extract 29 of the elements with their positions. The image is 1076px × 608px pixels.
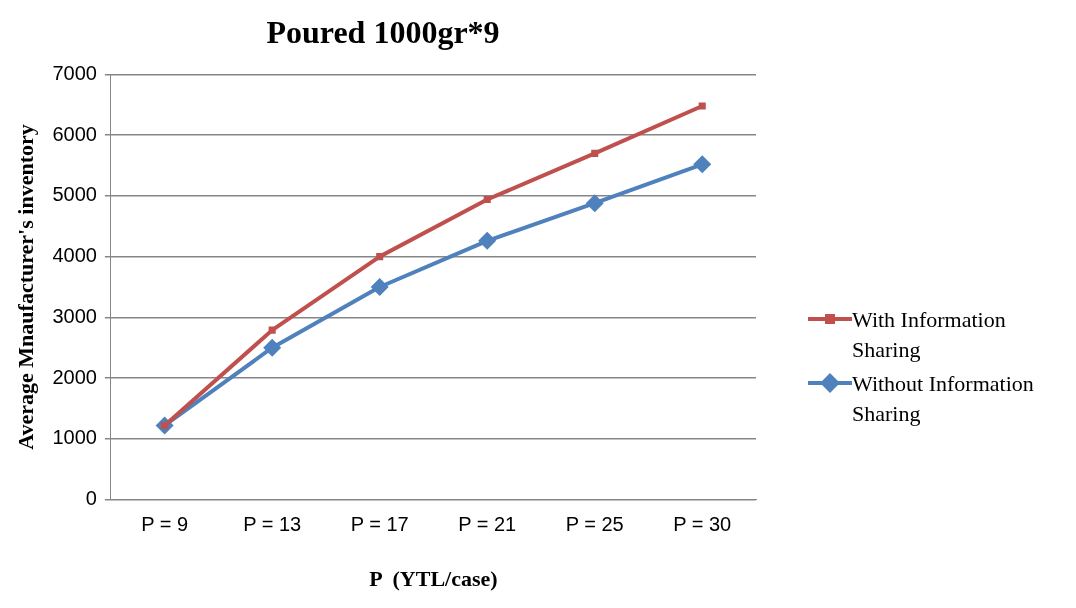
point [698, 102, 706, 110]
y-tick-label: 2000 [52, 365, 97, 388]
x-tick-label: P = 9 [141, 513, 189, 536]
point [263, 338, 282, 357]
point [591, 149, 599, 157]
x-tick-label: P = 25 [565, 513, 624, 536]
x-tick-label: P = 13 [243, 513, 302, 536]
point [483, 196, 491, 204]
point [478, 231, 497, 250]
y-tick-label: 4000 [52, 244, 97, 267]
point [585, 194, 604, 213]
y-tick-label: 1000 [52, 426, 97, 449]
x-tick-label: P = 21 [458, 513, 517, 536]
point [376, 253, 384, 261]
x-tick-label: P = 17 [350, 513, 409, 536]
legend-label: Without Information Sharing [852, 370, 1035, 428]
y-tick-label: 6000 [52, 122, 97, 145]
point [268, 326, 276, 334]
point [693, 155, 712, 174]
legend-label: With Information Sharing [852, 306, 1007, 364]
chart-title: Poured 1000gr*9 [266, 14, 500, 51]
y-tick-label: 3000 [52, 304, 97, 327]
point [370, 278, 389, 296]
y-tick-label: 5000 [52, 183, 97, 206]
y-tick-label: 0 [85, 487, 97, 510]
y-axis-title: Average Mnaufacturer's inventory [12, 124, 38, 450]
x-tick-label: P = 30 [673, 513, 732, 536]
y-tick-label: 7000 [52, 61, 97, 84]
x-axis-title: P (YTL/case) [369, 566, 498, 592]
